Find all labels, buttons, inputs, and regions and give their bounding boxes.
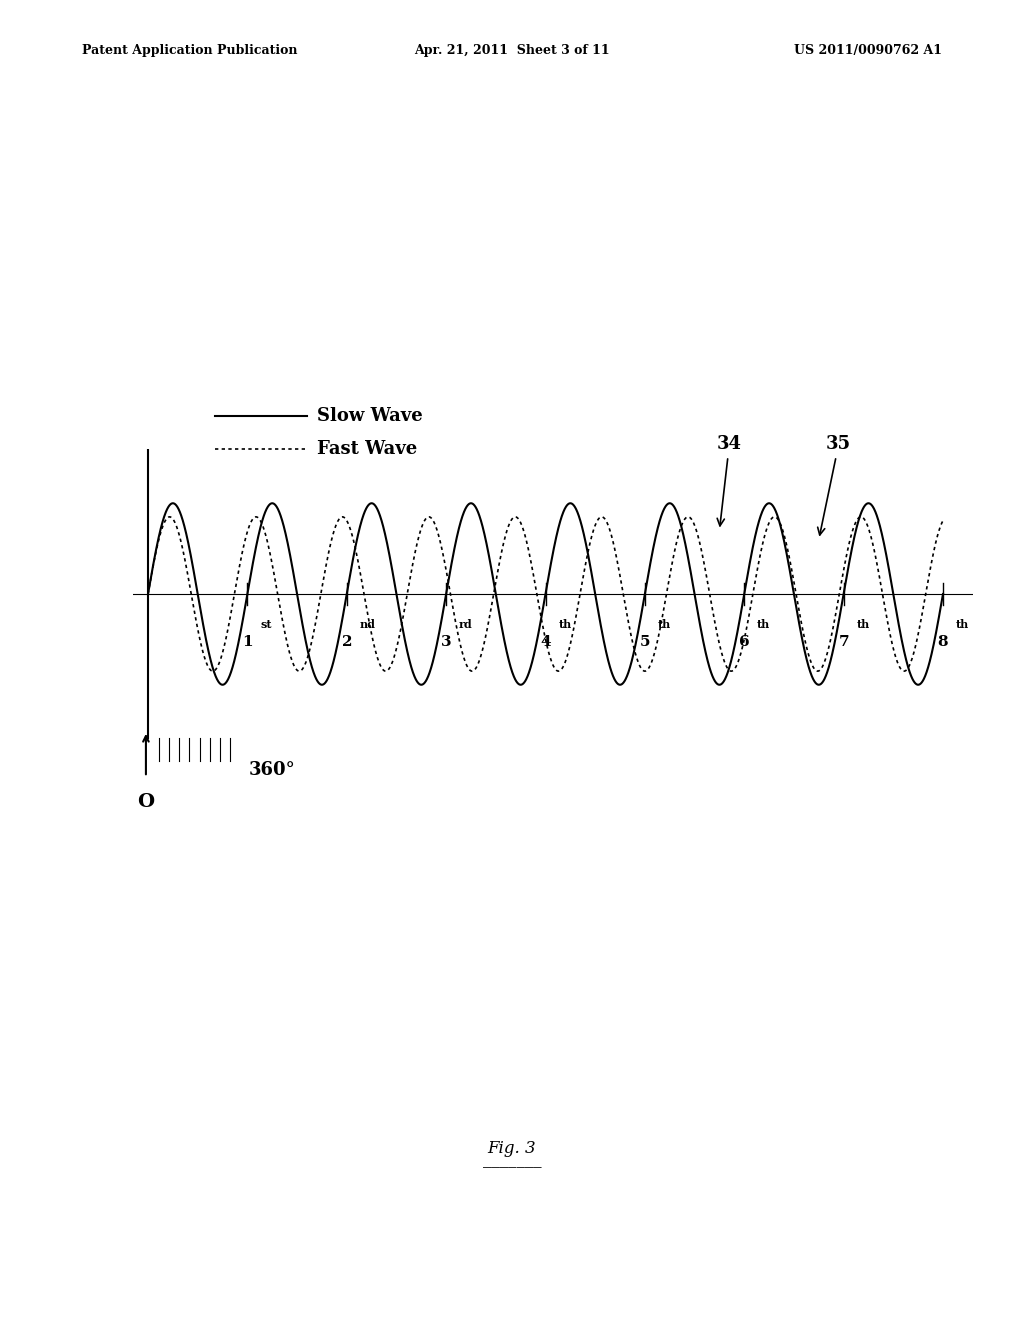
Text: _______: _______ [482,1151,542,1168]
Text: 4: 4 [541,635,551,649]
Text: Patent Application Publication: Patent Application Publication [82,44,297,57]
Text: th: th [956,619,969,631]
Text: 6: 6 [739,635,750,649]
Text: rd: rd [459,619,473,631]
Text: 8: 8 [938,635,948,649]
Text: st: st [260,619,271,631]
Text: US 2011/0090762 A1: US 2011/0090762 A1 [794,44,942,57]
Text: Slow Wave: Slow Wave [317,407,423,425]
Text: th: th [657,619,671,631]
Text: 360°: 360° [248,762,295,779]
Text: 3: 3 [440,635,452,649]
Text: 2: 2 [342,635,352,649]
Text: 7: 7 [839,635,849,649]
Text: 34: 34 [717,436,741,525]
Text: th: th [558,619,571,631]
Text: nd: nd [359,619,376,631]
Text: 1: 1 [242,635,253,649]
Text: O: O [137,793,155,812]
Text: 5: 5 [640,635,650,649]
Text: 35: 35 [818,436,851,535]
Text: Fig. 3: Fig. 3 [487,1140,537,1156]
Text: Fast Wave: Fast Wave [317,440,418,458]
Text: Apr. 21, 2011  Sheet 3 of 11: Apr. 21, 2011 Sheet 3 of 11 [414,44,610,57]
Text: th: th [856,619,869,631]
Text: th: th [757,619,770,631]
